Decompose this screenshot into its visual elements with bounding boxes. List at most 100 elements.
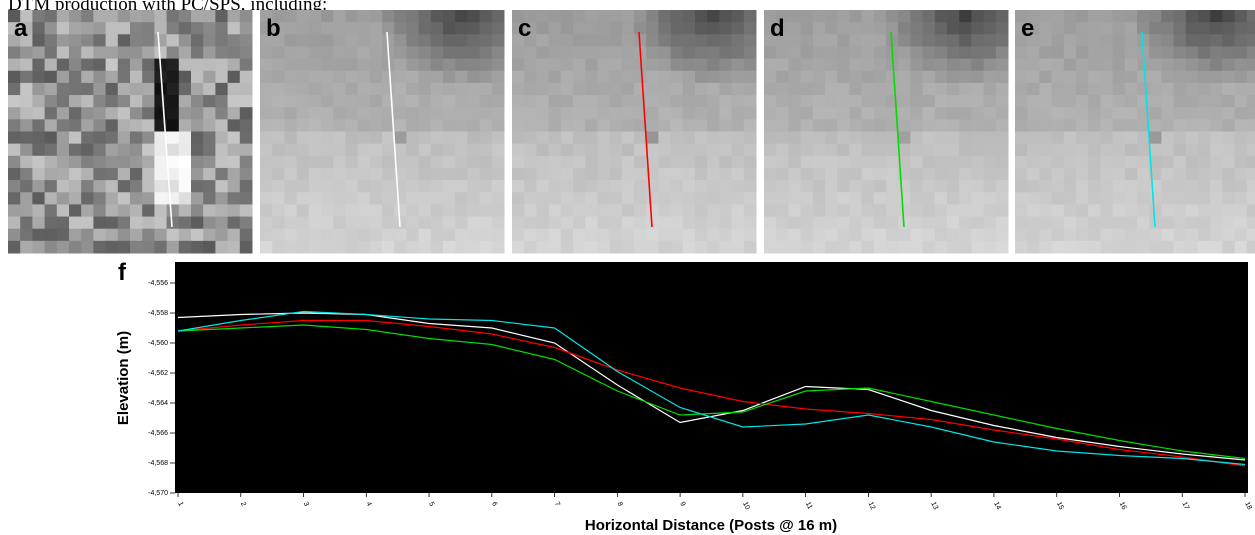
pixel <box>1149 82 1162 96</box>
pixel <box>695 228 708 242</box>
image-panel: c <box>512 10 757 254</box>
pixel <box>382 204 395 218</box>
pixel <box>406 95 420 108</box>
pixel <box>191 46 204 60</box>
pixel <box>1027 107 1040 120</box>
pixel <box>321 46 334 60</box>
pixel <box>812 107 826 120</box>
y-tick-label: -4,566 <box>148 430 168 437</box>
pixel <box>1015 119 1028 132</box>
pixel <box>1173 70 1187 84</box>
pixel <box>609 228 623 242</box>
pixel <box>1100 22 1114 35</box>
pixel <box>203 192 216 205</box>
pixel <box>1246 131 1255 145</box>
profile-line <box>890 31 905 228</box>
pixel <box>455 70 468 84</box>
pixel <box>800 70 814 84</box>
pixel <box>1161 216 1175 230</box>
pixel <box>308 240 322 254</box>
pixel <box>731 204 745 218</box>
pixel <box>260 107 273 120</box>
pixel <box>1222 240 1236 254</box>
pixel <box>776 192 789 205</box>
pixel <box>308 58 322 72</box>
pixel <box>1185 10 1199 23</box>
pixel <box>548 107 562 120</box>
pixel <box>1137 180 1150 193</box>
pixel <box>215 143 229 157</box>
pixel <box>203 216 216 230</box>
pixel <box>491 22 505 35</box>
pixel <box>1234 204 1248 218</box>
pixel <box>394 119 407 132</box>
pixel <box>849 167 863 181</box>
pixel <box>971 180 985 193</box>
pixel <box>296 58 310 72</box>
pixel <box>56 167 70 181</box>
pixel <box>621 167 635 181</box>
pixel <box>20 10 33 23</box>
pixel <box>1112 204 1126 218</box>
pixel <box>333 22 346 35</box>
pixel <box>947 155 960 169</box>
y-tick-label: -4,556 <box>148 280 168 287</box>
pixel <box>934 240 948 254</box>
pixel <box>1051 119 1065 132</box>
pixel <box>32 46 46 60</box>
pixel <box>1051 143 1065 157</box>
pixel <box>81 46 94 60</box>
pixel <box>357 70 371 84</box>
pixel <box>560 10 574 23</box>
pixel <box>430 180 444 193</box>
pixel <box>130 143 143 157</box>
pixel <box>32 204 46 218</box>
pixel <box>308 70 322 84</box>
pixel <box>1015 180 1028 193</box>
pixel <box>1088 34 1101 47</box>
pixel <box>203 107 216 120</box>
pixel <box>1198 216 1211 230</box>
x-tick-label: 17 <box>1180 501 1190 511</box>
pixel <box>154 107 168 120</box>
pixel <box>142 228 155 242</box>
pixel <box>898 131 911 145</box>
pixel <box>573 216 586 230</box>
pixel <box>20 107 33 120</box>
pixel <box>93 10 107 23</box>
pixel <box>239 119 253 132</box>
pixel <box>743 167 757 181</box>
pixel <box>560 180 574 193</box>
pixel <box>837 70 850 84</box>
pixel <box>1124 180 1138 193</box>
pixel <box>215 46 229 60</box>
pixel <box>995 46 1009 60</box>
pixel <box>1185 143 1199 157</box>
pixel <box>634 204 647 218</box>
pixel <box>825 46 838 60</box>
pixel <box>1100 95 1114 108</box>
pixel <box>142 10 155 23</box>
pixel <box>20 167 33 181</box>
pixel <box>934 204 948 218</box>
pixel <box>443 155 456 169</box>
pixel <box>455 10 468 23</box>
pixel <box>1039 228 1053 242</box>
pixel <box>743 240 757 254</box>
image-panel: d <box>764 10 1009 254</box>
pixel <box>959 131 972 145</box>
pixel <box>105 10 119 23</box>
pixel <box>154 82 168 96</box>
pixel <box>825 95 838 108</box>
pixel <box>394 228 407 242</box>
pixel <box>731 240 745 254</box>
pixel <box>1173 10 1187 23</box>
pixel <box>837 10 850 23</box>
pixel <box>1124 167 1138 181</box>
pixel <box>922 34 936 47</box>
pixel <box>1039 180 1053 193</box>
pixel <box>467 216 481 230</box>
pixel <box>646 192 659 205</box>
x-tick-label: 3 <box>302 501 310 508</box>
pixel <box>573 228 586 242</box>
